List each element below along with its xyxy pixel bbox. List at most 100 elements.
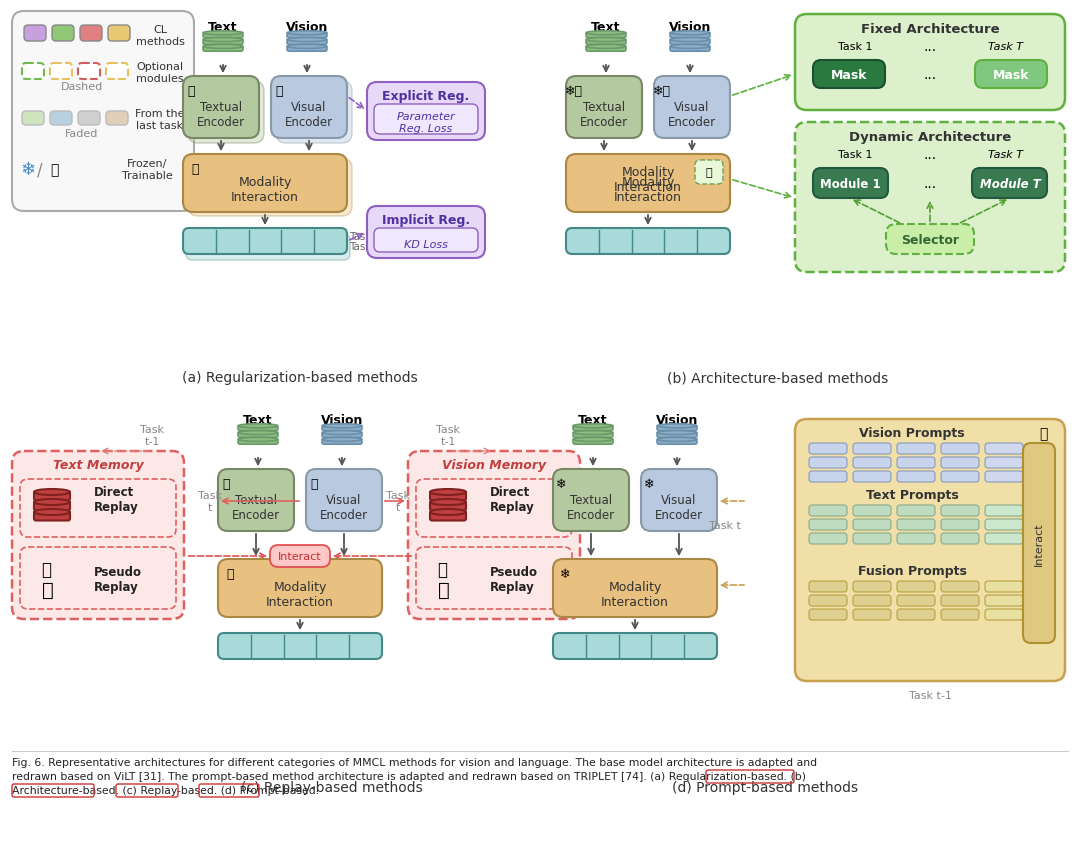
Text: Fig. 6. Representative architectures for different categories of MMCL methods fo: Fig. 6. Representative architectures for… [12,757,818,767]
FancyBboxPatch shape [985,609,1023,620]
Text: Textual
Encoder: Textual Encoder [567,494,616,521]
Text: Module T: Module T [980,177,1040,190]
FancyBboxPatch shape [203,41,243,45]
Text: 🔥: 🔥 [310,477,318,490]
FancyBboxPatch shape [941,596,978,607]
FancyBboxPatch shape [897,596,935,607]
Text: KD Loss: KD Loss [404,239,448,250]
Text: Modality
Interaction: Modality Interaction [266,580,334,608]
Text: Faded: Faded [65,129,98,139]
Text: ...: ... [923,177,936,191]
Text: Modality
Interaction: Modality Interaction [602,580,669,608]
Text: Vision: Vision [321,413,363,426]
Ellipse shape [287,38,327,43]
FancyBboxPatch shape [218,560,382,618]
FancyBboxPatch shape [670,41,710,45]
FancyBboxPatch shape [218,469,294,532]
FancyBboxPatch shape [52,26,75,42]
FancyBboxPatch shape [586,41,626,45]
Text: Task t-1: Task t-1 [908,690,951,700]
FancyBboxPatch shape [657,433,697,438]
FancyBboxPatch shape [897,458,935,469]
Text: 🔥: 🔥 [187,84,194,97]
FancyBboxPatch shape [188,82,264,144]
Text: Dashed: Dashed [60,82,103,92]
FancyBboxPatch shape [642,469,717,532]
Ellipse shape [203,45,243,49]
FancyBboxPatch shape [374,228,478,253]
FancyBboxPatch shape [270,545,330,567]
Ellipse shape [657,431,697,435]
Text: Parameter
Reg. Loss: Parameter Reg. Loss [396,112,456,134]
Text: Task T: Task T [987,42,1023,52]
Text: 🔥: 🔥 [222,477,230,490]
FancyBboxPatch shape [78,112,100,126]
FancyBboxPatch shape [941,471,978,482]
FancyBboxPatch shape [322,426,362,431]
Text: Vision: Vision [286,20,328,33]
FancyBboxPatch shape [203,48,243,52]
Ellipse shape [287,32,327,36]
Ellipse shape [586,45,626,49]
FancyBboxPatch shape [809,444,847,454]
Text: 🔥: 🔥 [275,84,283,97]
Text: Task
t-1: Task t-1 [140,424,164,446]
Text: Task
t: Task t [386,491,410,512]
FancyBboxPatch shape [657,440,697,445]
FancyBboxPatch shape [203,34,243,38]
Text: Textual
Encoder: Textual Encoder [580,101,629,130]
Text: ❄: ❄ [559,567,570,580]
Text: ...: ... [923,40,936,54]
FancyBboxPatch shape [670,34,710,38]
FancyBboxPatch shape [573,440,613,445]
Text: Vision: Vision [669,20,712,33]
FancyBboxPatch shape [795,419,1065,682]
Text: Text Prompts: Text Prompts [866,489,958,502]
FancyBboxPatch shape [654,77,730,139]
FancyBboxPatch shape [183,77,259,139]
FancyBboxPatch shape [853,596,891,607]
FancyBboxPatch shape [795,15,1065,111]
Text: Architecture-based. (c) Replay-based. (d) Prompt-based.: Architecture-based. (c) Replay-based. (d… [12,785,319,795]
Text: Mask: Mask [831,68,867,82]
FancyBboxPatch shape [813,169,888,199]
Text: CL
methods: CL methods [136,26,185,47]
Text: Visual
Encoder: Visual Encoder [667,101,716,130]
FancyBboxPatch shape [21,547,176,609]
Text: Fusion Prompts: Fusion Prompts [858,565,967,578]
Ellipse shape [238,438,278,442]
FancyBboxPatch shape [897,471,935,482]
Ellipse shape [657,424,697,429]
Ellipse shape [430,489,465,495]
FancyBboxPatch shape [941,581,978,592]
Text: Vision: Vision [656,413,698,426]
Ellipse shape [430,499,465,505]
FancyBboxPatch shape [573,433,613,438]
FancyBboxPatch shape [322,440,362,445]
Text: Direct
Replay: Direct Replay [94,486,138,514]
Ellipse shape [203,32,243,36]
Text: Text: Text [591,20,621,33]
Text: 🔥: 🔥 [191,163,199,176]
Text: Fixed Architecture: Fixed Architecture [861,22,999,36]
FancyBboxPatch shape [897,520,935,531]
Text: Mask: Mask [993,68,1029,82]
FancyBboxPatch shape [813,61,885,89]
FancyBboxPatch shape [853,471,891,482]
FancyBboxPatch shape [416,480,572,538]
Text: 🔥: 🔥 [705,168,713,178]
Text: ...: ... [923,68,936,82]
FancyBboxPatch shape [566,155,730,213]
FancyBboxPatch shape [33,512,70,521]
Text: /: / [37,161,43,179]
FancyBboxPatch shape [809,596,847,607]
Text: Textual
Encoder: Textual Encoder [197,101,245,130]
FancyBboxPatch shape [33,503,70,511]
FancyBboxPatch shape [897,505,935,516]
FancyBboxPatch shape [12,452,184,619]
Text: Interact: Interact [1034,521,1044,565]
Ellipse shape [287,45,327,49]
Text: 🤖: 🤖 [42,580,54,599]
FancyBboxPatch shape [271,77,347,139]
FancyBboxPatch shape [985,505,1023,516]
